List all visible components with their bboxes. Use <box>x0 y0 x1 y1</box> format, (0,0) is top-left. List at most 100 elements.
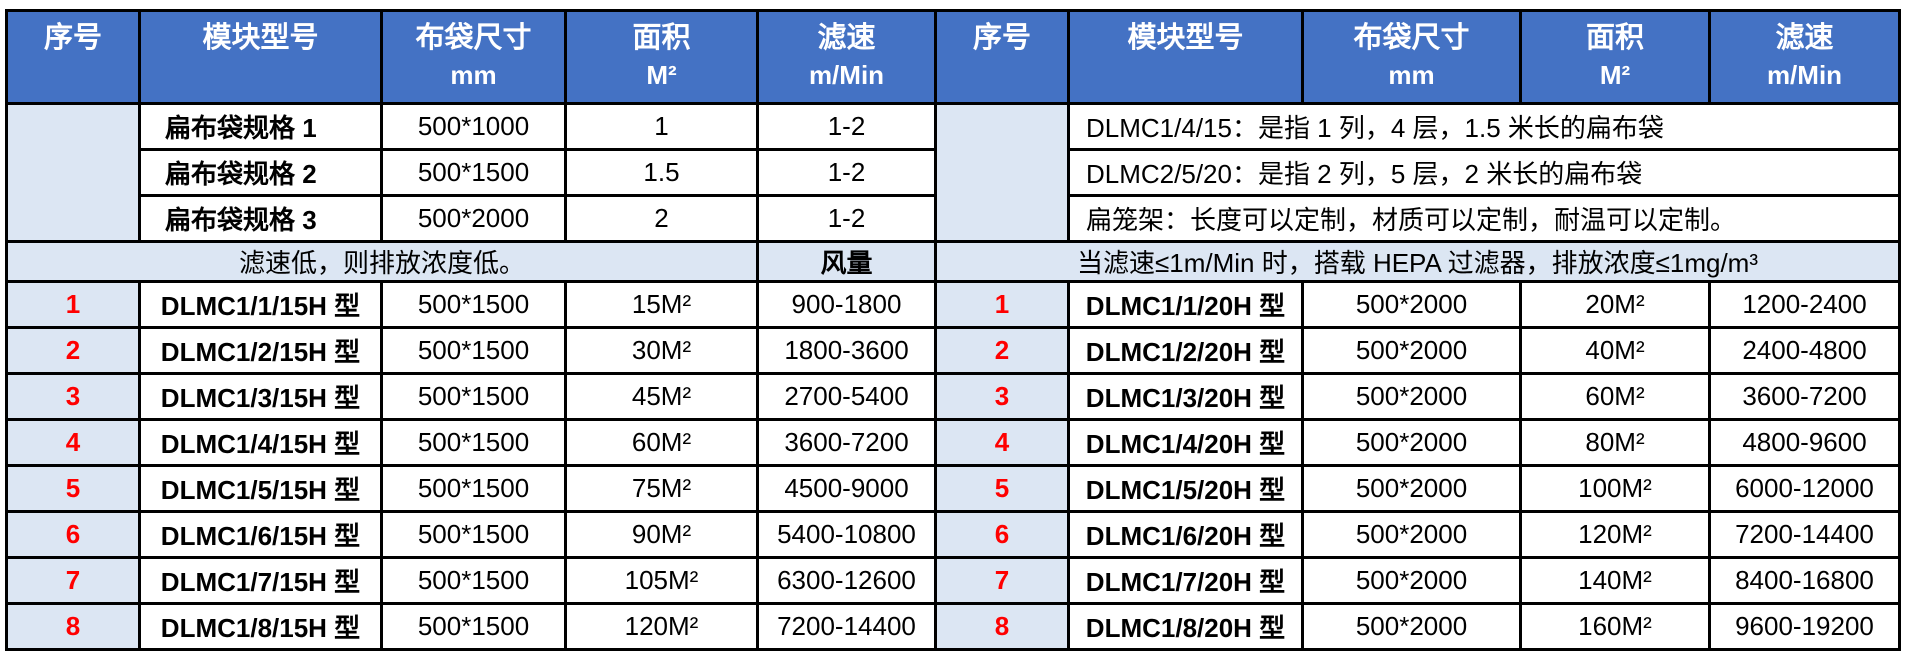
left-serial-cell: 3 <box>5 372 141 421</box>
spec-row: 扁布袋规格 1 500*1000 1 1-2 DLMC1/4/15：是指 1 列… <box>5 102 1901 243</box>
right-airflow-cell: 6000-12000 <box>1708 464 1901 513</box>
right-size-cell: 500*2000 <box>1301 464 1522 513</box>
data-row: 6 DLMC1/6/15H 型 500*1500 90M² 5400-10800… <box>5 510 1901 559</box>
data-row: 1 DLMC1/1/15H 型 500*1500 15M² 900-1800 1… <box>5 280 1901 329</box>
right-serial-merged-cell <box>934 102 1070 243</box>
left-model-cell: DLMC1/1/15H 型 <box>138 280 383 329</box>
right-model-cell: DLMC1/6/20H 型 <box>1067 510 1304 559</box>
left-airflow-cell: 2700-5400 <box>756 372 937 421</box>
spec-size-cell: 500*1000 <box>380 102 567 151</box>
right-airflow-cell: 8400-16800 <box>1708 556 1901 605</box>
header-bagsize-left-unit: mm <box>450 60 497 90</box>
filter-module-spec-table: 序号 模块型号 布袋尺寸 mm 面积 M² 滤速 m/Min 序号 模块型号 布袋尺寸… <box>5 9 1901 651</box>
left-serial-merged-cell <box>5 102 141 243</box>
note-cell: 扁笼架：长度可以定制，材质可以定制，耐温可以定制。 <box>1067 194 1901 243</box>
left-model-cell: DLMC1/2/15H 型 <box>138 326 383 375</box>
left-area-cell: 120M² <box>564 602 759 651</box>
spec-row: 扁布袋规格 2 500*1500 1.5 1-2 DLMC2/5/20：是指 2… <box>7 148 1901 197</box>
right-serial-cell: 4 <box>934 418 1070 467</box>
left-area-cell: 75M² <box>564 464 759 513</box>
left-serial-cell: 4 <box>5 418 141 467</box>
right-airflow-cell: 7200-14400 <box>1708 510 1901 559</box>
left-area-cell: 105M² <box>564 556 759 605</box>
header-speed-right-unit: m/Min <box>1766 60 1843 90</box>
left-size-cell: 500*1500 <box>380 418 567 467</box>
right-serial-cell: 2 <box>934 326 1070 375</box>
header-area-left-unit: M² <box>646 60 677 90</box>
right-area-cell: 120M² <box>1519 510 1711 559</box>
header-model-left: 模块型号 <box>138 9 383 105</box>
data-row: 2 DLMC1/2/15H 型 500*1500 30M² 1800-3600 … <box>5 326 1901 375</box>
header-serial-right-label: 序号 <box>972 22 1031 54</box>
header-area-right-label: 面积 <box>1585 22 1644 54</box>
header-model-right: 模块型号 <box>1067 9 1304 105</box>
right-size-cell: 500*2000 <box>1301 418 1522 467</box>
spec-area-cell: 1.5 <box>564 148 759 197</box>
left-size-cell: 500*1500 <box>380 556 567 605</box>
spec-size-cell: 500*1500 <box>380 148 567 197</box>
right-size-cell: 500*2000 <box>1301 602 1522 651</box>
left-serial-cell: 1 <box>5 280 141 329</box>
left-size-cell: 500*1500 <box>380 280 567 329</box>
left-serial-cell: 6 <box>5 510 141 559</box>
header-bagsize-right-unit: mm <box>1388 60 1435 90</box>
header-speed-left-label: 滤速 <box>817 22 876 54</box>
left-area-cell: 15M² <box>564 280 759 329</box>
left-airflow-cell: 7200-14400 <box>756 602 937 651</box>
header-bagsize-left-label: 布袋尺寸 <box>415 22 532 54</box>
header-serial-right: 序号 <box>934 9 1070 105</box>
right-model-cell: DLMC1/3/20H 型 <box>1067 372 1304 421</box>
header-area-left-label: 面积 <box>632 22 691 54</box>
left-model-cell: DLMC1/5/15H 型 <box>138 464 383 513</box>
spec-area-cell: 2 <box>564 194 759 243</box>
header-bagsize-right: 布袋尺寸 mm <box>1301 9 1522 105</box>
right-size-cell: 500*2000 <box>1301 372 1522 421</box>
left-airflow-cell: 6300-12600 <box>756 556 937 605</box>
left-area-cell: 45M² <box>564 372 759 421</box>
right-area-cell: 140M² <box>1519 556 1711 605</box>
data-row: 3 DLMC1/3/15H 型 500*1500 45M² 2700-5400 … <box>5 372 1901 421</box>
right-airflow-cell: 9600-19200 <box>1708 602 1901 651</box>
right-serial-cell: 1 <box>934 280 1070 329</box>
band-left-note-cell: 滤速低，则排放浓度低。 <box>5 240 759 283</box>
right-size-cell: 500*2000 <box>1301 556 1522 605</box>
right-model-cell: DLMC1/4/20H 型 <box>1067 418 1304 467</box>
left-model-cell: DLMC1/7/15H 型 <box>138 556 383 605</box>
right-model-cell: DLMC1/1/20H 型 <box>1067 280 1304 329</box>
left-size-cell: 500*1500 <box>380 602 567 651</box>
header-speed-left-unit: m/Min <box>808 60 885 90</box>
left-model-cell: DLMC1/3/15H 型 <box>138 372 383 421</box>
right-model-cell: DLMC1/5/20H 型 <box>1067 464 1304 513</box>
left-size-cell: 500*1500 <box>380 326 567 375</box>
left-size-cell: 500*1500 <box>380 510 567 559</box>
left-serial-cell: 2 <box>5 326 141 375</box>
left-model-cell: DLMC1/8/15H 型 <box>138 602 383 651</box>
spec-model-cell: 扁布袋规格 3 <box>138 194 383 243</box>
spec-model-cell: 扁布袋规格 2 <box>138 148 383 197</box>
right-area-cell: 160M² <box>1519 602 1711 651</box>
header-serial-left-label: 序号 <box>43 22 102 54</box>
left-serial-cell: 7 <box>5 556 141 605</box>
right-serial-cell: 6 <box>934 510 1070 559</box>
spec-area-cell: 1 <box>564 102 759 151</box>
spec-model-cell: 扁布袋规格 1 <box>138 102 383 151</box>
header-area-left: 面积 M² <box>564 9 759 105</box>
left-airflow-cell: 900-1800 <box>756 280 937 329</box>
right-model-cell: DLMC1/2/20H 型 <box>1067 326 1304 375</box>
left-model-cell: DLMC1/6/15H 型 <box>138 510 383 559</box>
header-bagsize-left: 布袋尺寸 mm <box>380 9 567 105</box>
note-cell: DLMC2/5/20：是指 2 列，5 层，2 米长的扁布袋 <box>1067 148 1901 197</box>
left-airflow-cell: 3600-7200 <box>756 418 937 467</box>
right-area-cell: 20M² <box>1519 280 1711 329</box>
left-area-cell: 90M² <box>564 510 759 559</box>
right-serial-cell: 3 <box>934 372 1070 421</box>
left-model-cell: DLMC1/4/15H 型 <box>138 418 383 467</box>
right-airflow-cell: 1200-2400 <box>1708 280 1901 329</box>
left-size-cell: 500*1500 <box>380 372 567 421</box>
right-model-cell: DLMC1/8/20H 型 <box>1067 602 1304 651</box>
left-serial-cell: 5 <box>5 464 141 513</box>
data-row: 4 DLMC1/4/15H 型 500*1500 60M² 3600-7200 … <box>5 418 1901 467</box>
left-area-cell: 60M² <box>564 418 759 467</box>
data-row: 5 DLMC1/5/15H 型 500*1500 75M² 4500-9000 … <box>5 464 1901 513</box>
header-model-left-label: 模块型号 <box>202 22 319 54</box>
